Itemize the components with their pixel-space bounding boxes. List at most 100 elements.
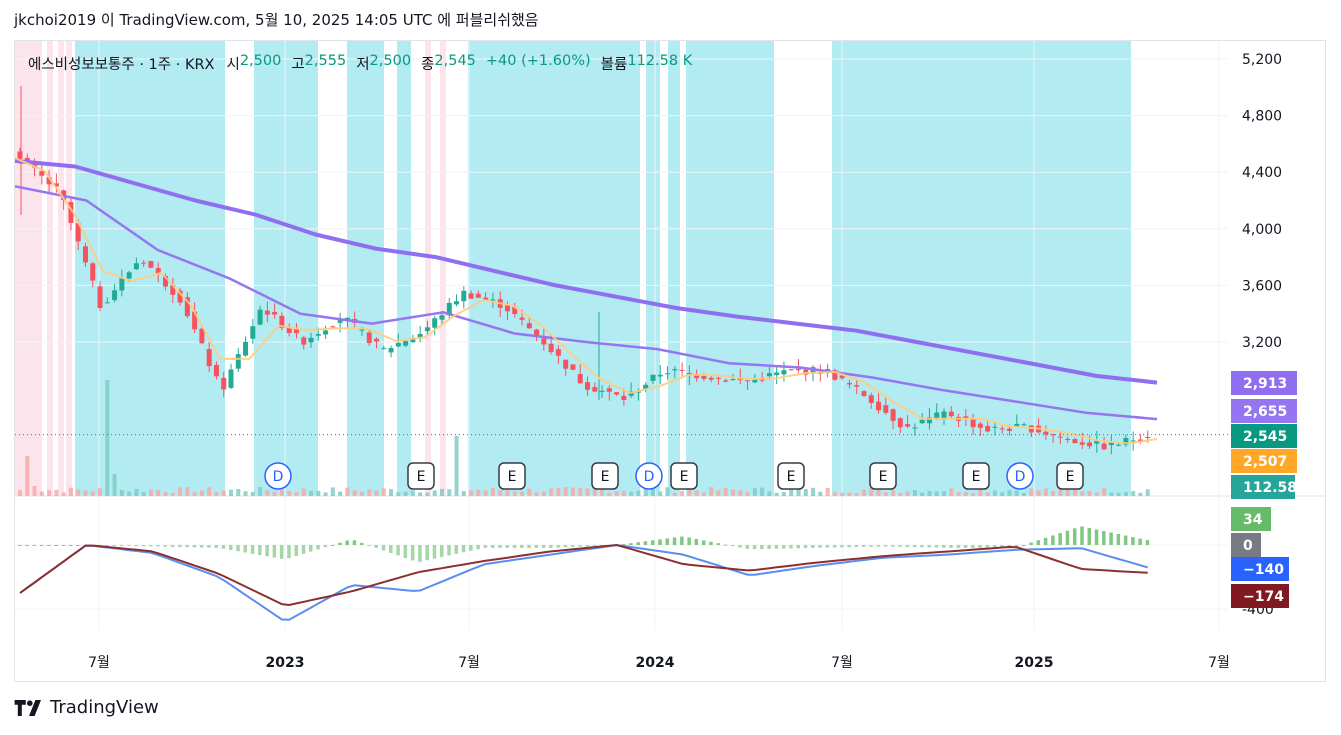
price-badge-label: 2,545 [1243,429,1287,445]
candle-body [1145,436,1151,438]
candle-body [1130,440,1136,442]
session-band-pink [425,41,431,496]
macd-histogram-bar [170,545,175,547]
macd-histogram-bar [359,542,364,545]
volume-bar [1014,490,1019,496]
volume-bar [1109,492,1114,496]
macd-histogram-bar [709,541,713,545]
legend-open-label: 시 [226,57,240,73]
macd-histogram-bar [1058,533,1062,545]
candle-body [766,373,772,377]
volume-bar [469,490,474,496]
macd-badge-label: 34 [1243,512,1263,528]
macd-histogram-bar [665,538,670,545]
candle-body [795,368,801,371]
volume-bar [905,491,910,496]
price-badge [1231,475,1295,499]
macd-histogram-bar [1116,534,1121,545]
volume-bar [163,491,168,496]
macd-histogram-bar [25,545,29,546]
earnings-marker [1056,462,1084,490]
legend-close-label: 종 [421,57,435,73]
ma-short-line [14,157,1158,445]
candle-body [344,317,350,320]
candle-body [999,428,1005,430]
volume-bar [1080,491,1085,496]
macd-histogram-bar [483,545,488,548]
volume-bar [418,492,423,496]
volume-bar [105,380,110,496]
candle-body [315,334,321,336]
legend-low-label: 저 [356,57,370,73]
price-badge-label: 112.58 K [1243,480,1314,496]
candle-body [177,290,183,303]
macd-histogram-bar [47,545,51,546]
macd-histogram-bar [643,541,648,545]
volume-bar [279,489,284,496]
volume-bar [185,487,190,496]
macd-histogram-bar [345,540,349,545]
candle-body [432,318,438,328]
macd-histogram-bar [185,545,189,548]
macd-histogram-bar [672,537,677,545]
macd-histogram-bar [1022,544,1026,546]
macd-histogram-bar [687,537,691,545]
legend-low: 2,500 [369,53,412,69]
macd-histogram-bar [272,545,277,558]
candle-body [941,411,947,420]
candle-body [650,374,656,381]
volume-bar [25,456,30,496]
volume-bar [90,491,95,496]
macd-histogram-bar [18,545,22,546]
volume-bar [141,492,146,496]
volume-bar [389,489,394,496]
candle-body [359,329,365,331]
price-badge [1231,399,1297,423]
macd-histogram-bar [54,545,58,546]
volume-bar [512,491,517,496]
volume-bar [316,490,321,496]
volume-bar [192,492,197,496]
candle-body [1050,434,1056,436]
candle-body [148,261,154,268]
macd-histogram-bar [316,545,320,550]
candle-body [861,391,867,396]
macd-line [19,544,1148,621]
volume-bar [1094,492,1099,496]
session-band-blue [832,41,1131,496]
macd-histogram-bar [1080,526,1084,545]
tradingview-logo[interactable]: TradingView [14,697,159,718]
macd-histogram-bar [534,545,539,548]
candle-body [657,374,663,377]
macd-histogram-bar [309,545,313,552]
session-band-blue [254,41,318,496]
candle-body [977,423,983,428]
candle-body [1065,439,1071,441]
macd-histogram-bar [891,545,895,547]
macd-histogram-bar [454,545,459,554]
macd-histogram-bar [192,545,197,548]
time-tick-label: 2025 [1015,655,1054,671]
candle-body [788,369,794,371]
macd-histogram-bar [905,545,910,547]
volume-bar [898,492,903,496]
event-marker-label: E [972,469,981,485]
macd-histogram-bar [207,545,211,548]
time-tick-label: 2023 [266,655,305,671]
candle-body [606,388,612,392]
earnings-marker [498,462,526,490]
volume-bar [396,492,401,496]
volume-bar [1116,492,1121,496]
candle-body [97,286,103,308]
macd-histogram-bar [1102,531,1106,545]
time-tick-label: 7월 [458,655,480,671]
macd-histogram-bar [1094,529,1099,545]
candle-body [228,369,234,388]
macd-histogram-bar [243,545,248,553]
volume-bar [345,487,350,496]
macd-histogram-bar [963,545,968,548]
volume-bar [774,492,779,496]
candle-body [897,418,903,428]
candle-body [374,338,380,342]
